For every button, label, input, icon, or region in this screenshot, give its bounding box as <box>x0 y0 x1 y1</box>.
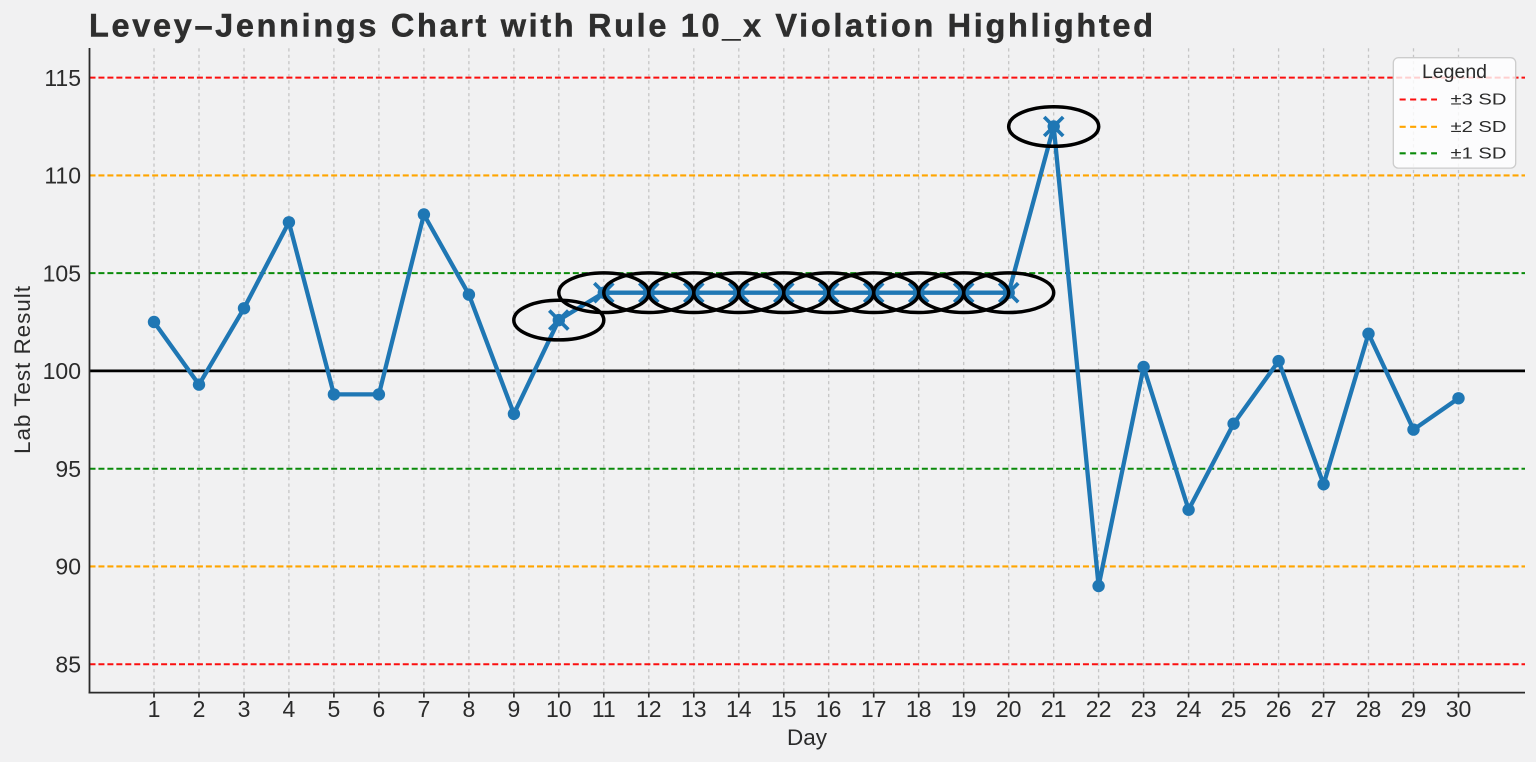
svg-text:8: 8 <box>463 696 476 722</box>
svg-text:4: 4 <box>283 696 296 722</box>
svg-text:85: 85 <box>55 652 81 678</box>
svg-text:19: 19 <box>951 696 977 722</box>
svg-text:29: 29 <box>1401 696 1427 722</box>
svg-text:27: 27 <box>1311 696 1337 722</box>
svg-text:24: 24 <box>1176 696 1202 722</box>
svg-text:18: 18 <box>906 696 932 722</box>
svg-text:9: 9 <box>508 696 521 722</box>
svg-text:1: 1 <box>148 696 161 722</box>
svg-text:14: 14 <box>726 696 752 722</box>
svg-text:26: 26 <box>1266 696 1292 722</box>
svg-text:±1 SD: ±1 SD <box>1451 146 1507 163</box>
svg-text:3: 3 <box>238 696 251 722</box>
svg-text:100: 100 <box>43 358 81 384</box>
svg-text:105: 105 <box>43 260 81 286</box>
svg-text:21: 21 <box>1041 696 1067 722</box>
svg-text:6: 6 <box>373 696 386 722</box>
svg-text:30: 30 <box>1446 696 1472 722</box>
svg-text:22: 22 <box>1086 696 1112 722</box>
svg-text:11: 11 <box>592 696 616 722</box>
svg-text:90: 90 <box>55 554 81 580</box>
svg-text:±2 SD: ±2 SD <box>1451 119 1507 136</box>
svg-text:2: 2 <box>193 696 206 722</box>
svg-text:115: 115 <box>44 65 81 91</box>
svg-text:12: 12 <box>636 696 662 722</box>
svg-text:17: 17 <box>861 696 887 722</box>
svg-text:20: 20 <box>996 696 1022 722</box>
svg-text:Levey–Jennings Chart with Rule: Levey–Jennings Chart with Rule 10_x Viol… <box>89 8 1153 44</box>
svg-text:Day: Day <box>787 725 828 750</box>
svg-text:15: 15 <box>771 696 797 722</box>
svg-text:7: 7 <box>418 696 431 722</box>
svg-text:Legend: Legend <box>1422 61 1487 83</box>
svg-text:95: 95 <box>55 456 81 482</box>
svg-text:25: 25 <box>1221 696 1247 722</box>
svg-text:±3 SD: ±3 SD <box>1451 92 1507 109</box>
svg-text:23: 23 <box>1131 696 1157 722</box>
svg-text:110: 110 <box>44 163 81 189</box>
svg-text:5: 5 <box>328 696 341 722</box>
svg-text:28: 28 <box>1356 696 1382 722</box>
svg-text:10: 10 <box>546 696 572 722</box>
svg-text:Lab Test Result: Lab Test Result <box>10 285 35 454</box>
svg-text:16: 16 <box>816 696 842 722</box>
svg-text:13: 13 <box>681 696 707 722</box>
